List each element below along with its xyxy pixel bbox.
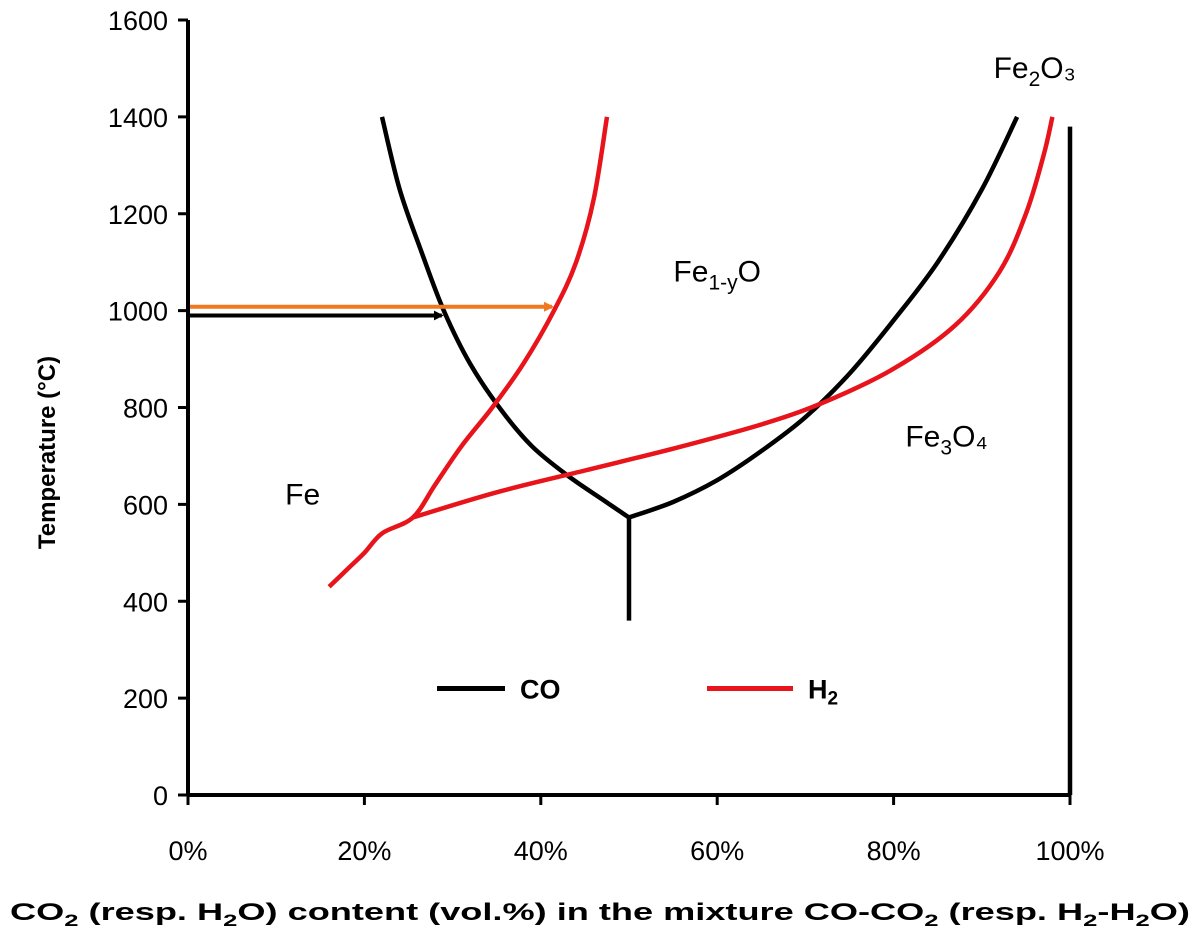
series-line-segment <box>628 115 1020 520</box>
x-tick-label: 20% <box>337 836 391 866</box>
y-tick-label: 0 <box>153 781 168 811</box>
region-label-fe2o: Fe2O₃ <box>994 52 1076 91</box>
legend: CO H2 <box>437 674 838 709</box>
y-axis-title: Temperature (°C) <box>34 356 61 549</box>
x-tick-label: 60% <box>690 836 744 866</box>
region-label-fe1yo: Fe1-yO <box>673 256 761 295</box>
region-label-fe: Fe <box>285 478 320 511</box>
x-tick-label: 100% <box>1035 836 1104 866</box>
series-line-segment <box>412 116 1055 520</box>
x-tick-label: 80% <box>867 836 921 866</box>
y-tick-label: 200 <box>123 684 168 714</box>
series-line-segment <box>379 116 631 520</box>
series-h2 <box>327 116 1055 589</box>
x-tick-label: 40% <box>514 836 568 866</box>
axis-titles: Temperature (°C) CO 2 (resp. H 2 O) content … <box>10 356 1190 930</box>
series-line-segment <box>327 116 610 589</box>
y-tick-label: 1000 <box>108 297 168 327</box>
series-co <box>379 115 1020 621</box>
arrows <box>190 301 555 321</box>
y-tick-label: 800 <box>123 394 168 424</box>
region-labels: Fe Fe1-yO Fe3O₄ Fe2O₃ <box>285 52 1076 511</box>
y-tick-label: 1400 <box>108 103 168 133</box>
y-tick-label: 600 <box>123 490 168 520</box>
legend-label: CO <box>520 674 561 704</box>
legend-label: H2 <box>808 674 838 709</box>
x-tick-label: 0% <box>168 836 207 866</box>
axes: 0 200 400 600 800 1000 1200 1400 1600 0% 20% 40% 60%… <box>108 6 1105 866</box>
series-lines <box>327 115 1073 795</box>
x-axis-title: CO 2 (resp. H 2 O) content (vol.%) in the m… <box>10 899 1190 930</box>
y-tick-label: 1200 <box>108 200 168 230</box>
y-tick-label: 1600 <box>108 6 168 36</box>
region-label-fe3o: Fe3O₄ <box>905 420 987 459</box>
y-tick-label: 400 <box>123 587 168 617</box>
